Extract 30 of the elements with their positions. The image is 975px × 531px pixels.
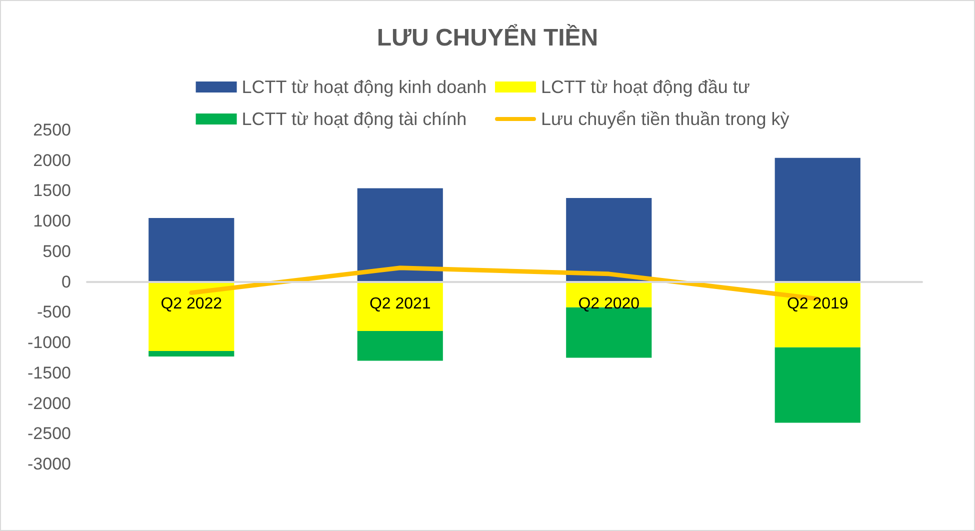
y-tick-label: 0	[62, 272, 71, 292]
chart-title: LƯU CHUYỂN TIỀN	[376, 24, 598, 52]
bar	[774, 158, 860, 282]
bar	[566, 198, 652, 282]
legend-label: LCTT từ hoạt động tài chính	[242, 109, 467, 129]
bar	[357, 282, 443, 332]
x-tick-label: Q2 2022	[160, 295, 222, 312]
y-tick-label: 500	[42, 242, 71, 261]
bar	[148, 218, 234, 282]
bar	[774, 347, 860, 423]
legend-label: LCTT từ hoạt động kinh doanh	[242, 77, 487, 97]
y-tick-label: -1000	[28, 333, 71, 352]
y-tick-label: 1500	[33, 181, 71, 200]
bar	[357, 331, 443, 361]
bar	[774, 282, 860, 348]
x-tick-label: Q2 2021	[369, 295, 431, 312]
y-tick-label: -3000	[28, 454, 71, 474]
y-tick-label: -500	[36, 302, 71, 322]
y-tick-label: 2000	[33, 150, 71, 170]
y-tick-label: 1000	[33, 212, 71, 231]
y-tick-label: -2000	[28, 394, 71, 413]
y-tick-label: -2500	[28, 424, 71, 444]
x-tick-label: Q2 2019	[786, 295, 848, 312]
legend-label: LCTT từ hoạt động đầu tư	[540, 77, 750, 97]
y-tick-label: 2500	[33, 120, 71, 140]
bar	[148, 282, 234, 352]
y-tick-label: -1500	[28, 363, 71, 382]
legend-label: Lưu chuyển tiền thuần trong kỳ	[540, 109, 790, 129]
bar	[357, 188, 443, 282]
bar	[148, 351, 234, 357]
